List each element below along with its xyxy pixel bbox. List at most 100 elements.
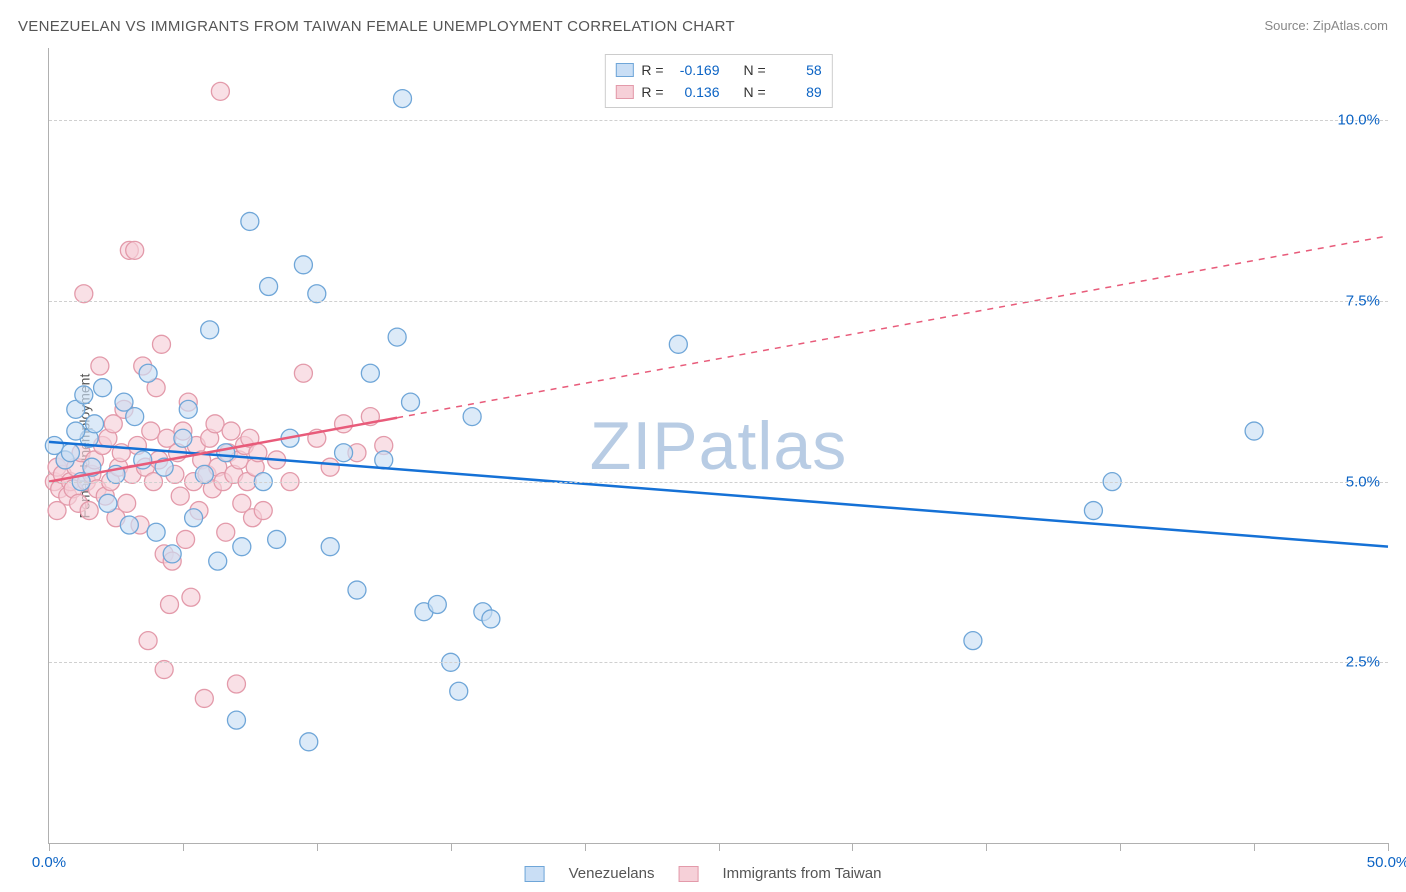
r-value-venezuelans: -0.169 <box>672 59 720 81</box>
n-value-venezuelans: 58 <box>774 59 822 81</box>
scatter-point <box>1084 502 1102 520</box>
scatter-point <box>463 408 481 426</box>
scatter-point <box>335 415 353 433</box>
title-bar: VENEZUELAN VS IMMIGRANTS FROM TAIWAN FEM… <box>18 18 1388 42</box>
scatter-point <box>300 733 318 751</box>
scatter-point <box>428 596 446 614</box>
gridline <box>49 301 1388 302</box>
scatter-plot-svg <box>49 48 1388 843</box>
scatter-point <box>142 422 160 440</box>
scatter-point <box>1245 422 1263 440</box>
x-tick <box>719 843 720 851</box>
x-tick <box>317 843 318 851</box>
scatter-point <box>195 689 213 707</box>
scatter-point <box>294 256 312 274</box>
scatter-point <box>227 675 245 693</box>
scatter-point <box>185 509 203 527</box>
scatter-point <box>67 422 85 440</box>
x-tick <box>585 843 586 851</box>
scatter-point <box>294 364 312 382</box>
gridline <box>49 662 1388 663</box>
scatter-point <box>227 711 245 729</box>
scatter-point <box>402 393 420 411</box>
scatter-point <box>450 682 468 700</box>
scatter-point <box>669 335 687 353</box>
source-attribution: Source: ZipAtlas.com <box>1264 18 1388 33</box>
scatter-point <box>61 444 79 462</box>
scatter-point <box>361 364 379 382</box>
scatter-point <box>482 610 500 628</box>
legend-label-taiwan: Immigrants from Taiwan <box>722 865 881 882</box>
scatter-point <box>179 400 197 418</box>
x-tick <box>1388 843 1389 851</box>
scatter-point <box>393 90 411 108</box>
x-tick <box>49 843 50 851</box>
scatter-point <box>206 415 224 433</box>
scatter-point <box>201 321 219 339</box>
r-label: R = <box>641 81 663 103</box>
gridline <box>49 482 1388 483</box>
scatter-point <box>321 458 339 476</box>
n-label: N = <box>744 81 766 103</box>
gridline <box>49 120 1388 121</box>
scatter-point <box>964 632 982 650</box>
scatter-point <box>163 545 181 563</box>
series-legend: Venezuelans Immigrants from Taiwan <box>525 865 882 882</box>
scatter-point <box>126 241 144 259</box>
scatter-point <box>171 487 189 505</box>
y-tick-label: 10.0% <box>1337 112 1380 129</box>
swatch-venezuelans <box>615 63 633 77</box>
trend-line-extrapolated <box>397 236 1388 418</box>
scatter-point <box>233 538 251 556</box>
scatter-point <box>48 502 66 520</box>
scatter-point <box>118 494 136 512</box>
scatter-point <box>161 596 179 614</box>
x-tick <box>1254 843 1255 851</box>
y-tick-label: 2.5% <box>1346 654 1380 671</box>
n-label: N = <box>744 59 766 81</box>
scatter-point <box>321 538 339 556</box>
legend-swatch-taiwan <box>678 866 698 882</box>
scatter-point <box>348 581 366 599</box>
scatter-point <box>139 632 157 650</box>
scatter-point <box>268 530 286 548</box>
scatter-point <box>217 523 235 541</box>
scatter-point <box>211 82 229 100</box>
scatter-point <box>182 588 200 606</box>
scatter-point <box>99 494 117 512</box>
scatter-point <box>388 328 406 346</box>
chart-title: VENEZUELAN VS IMMIGRANTS FROM TAIWAN FEM… <box>18 18 735 35</box>
x-tick <box>451 843 452 851</box>
scatter-point <box>174 429 192 447</box>
scatter-point <box>152 335 170 353</box>
r-value-taiwan: 0.136 <box>672 81 720 103</box>
scatter-point <box>75 386 93 404</box>
scatter-point <box>139 364 157 382</box>
scatter-point <box>217 444 235 462</box>
x-max-label: 50.0% <box>1367 854 1406 871</box>
chart-area: ZIPatlas R = -0.169 N = 58 R = 0.136 N =… <box>48 48 1388 844</box>
scatter-point <box>177 530 195 548</box>
scatter-point <box>209 552 227 570</box>
scatter-point <box>94 379 112 397</box>
swatch-taiwan <box>615 85 633 99</box>
scatter-point <box>80 502 98 520</box>
scatter-point <box>222 422 240 440</box>
x-tick <box>183 843 184 851</box>
scatter-point <box>260 278 278 296</box>
x-min-label: 0.0% <box>32 854 66 871</box>
correlation-legend: R = -0.169 N = 58 R = 0.136 N = 89 <box>604 54 832 108</box>
legend-label-venezuelans: Venezuelans <box>569 865 655 882</box>
corr-row-venezuelans: R = -0.169 N = 58 <box>615 59 821 81</box>
n-value-taiwan: 89 <box>774 81 822 103</box>
y-tick-label: 7.5% <box>1346 292 1380 309</box>
scatter-point <box>120 516 138 534</box>
scatter-point <box>335 444 353 462</box>
scatter-point <box>147 523 165 541</box>
legend-swatch-venezuelans <box>525 866 545 882</box>
x-tick <box>1120 843 1121 851</box>
x-tick <box>852 843 853 851</box>
scatter-point <box>86 415 104 433</box>
scatter-point <box>91 357 109 375</box>
r-label: R = <box>641 59 663 81</box>
